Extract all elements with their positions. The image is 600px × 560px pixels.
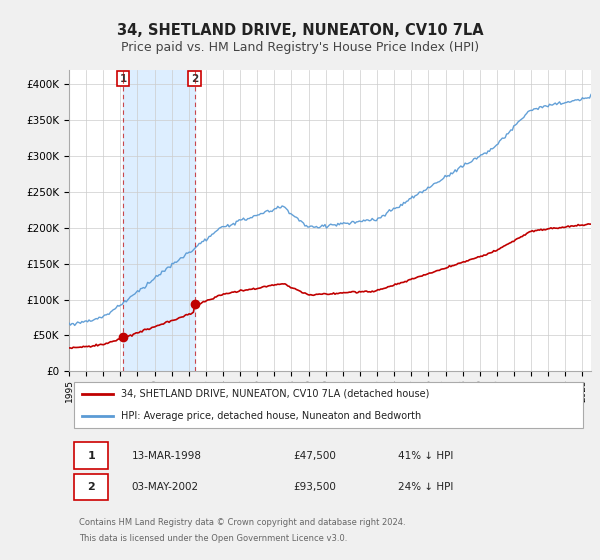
Text: 41% ↓ HPI: 41% ↓ HPI (398, 450, 453, 460)
FancyBboxPatch shape (74, 442, 108, 469)
Text: This data is licensed under the Open Government Licence v3.0.: This data is licensed under the Open Gov… (79, 534, 348, 543)
Text: £47,500: £47,500 (293, 450, 337, 460)
Bar (123, 70, 194, 371)
Text: 34, SHETLAND DRIVE, NUNEATON, CV10 7LA: 34, SHETLAND DRIVE, NUNEATON, CV10 7LA (116, 24, 484, 38)
Text: 34, SHETLAND DRIVE, NUNEATON, CV10 7LA (detached house): 34, SHETLAND DRIVE, NUNEATON, CV10 7LA (… (121, 389, 430, 399)
Text: 1: 1 (88, 450, 95, 460)
Text: Price paid vs. HM Land Registry's House Price Index (HPI): Price paid vs. HM Land Registry's House … (121, 40, 479, 54)
Text: 24% ↓ HPI: 24% ↓ HPI (398, 482, 453, 492)
Text: Contains HM Land Registry data © Crown copyright and database right 2024.: Contains HM Land Registry data © Crown c… (79, 517, 406, 526)
Text: HPI: Average price, detached house, Nuneaton and Bedworth: HPI: Average price, detached house, Nune… (121, 411, 421, 421)
Text: £93,500: £93,500 (293, 482, 337, 492)
Text: 2: 2 (191, 73, 198, 83)
Text: 2: 2 (88, 482, 95, 492)
FancyBboxPatch shape (74, 474, 108, 500)
Text: 1: 1 (119, 73, 127, 83)
FancyBboxPatch shape (74, 382, 583, 427)
Text: 13-MAR-1998: 13-MAR-1998 (131, 450, 202, 460)
Text: 03-MAY-2002: 03-MAY-2002 (131, 482, 199, 492)
